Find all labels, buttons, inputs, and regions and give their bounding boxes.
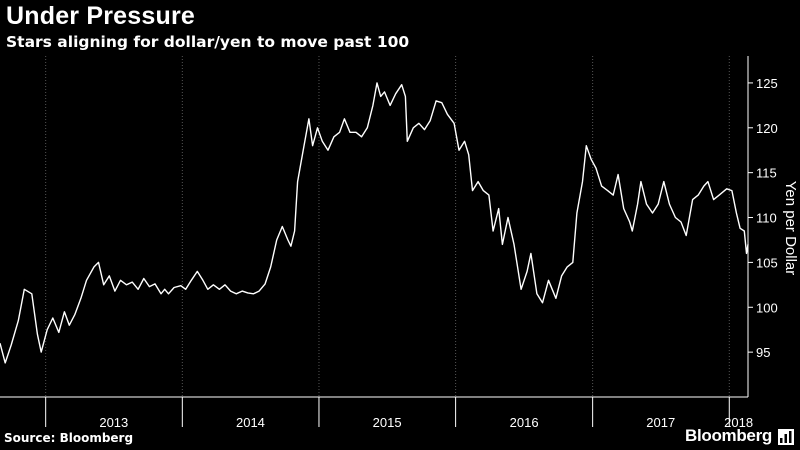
x-tick-label: 2013 (99, 415, 128, 430)
x-tick-label: 2016 (510, 415, 539, 430)
gridlines (45, 56, 730, 397)
x-tick-label: 2017 (646, 415, 675, 430)
y-tick-label: 110 (756, 211, 777, 226)
y-tick-label: 120 (756, 121, 778, 136)
y-ticks: 95 100 105 110 115 120 125 (748, 76, 778, 360)
brand-logo-text: Bloomberg (684, 426, 772, 445)
y-tick-label: 95 (756, 345, 770, 360)
source-note: Source: Bloomberg (4, 431, 134, 445)
chart-subtitle: Stars aligning for dollar/yen to move pa… (6, 33, 410, 51)
y-tick-label: 125 (756, 76, 778, 91)
y-tick-label: 105 (756, 255, 778, 270)
plot-frame (0, 56, 749, 398)
chart-title: Under Pressure (6, 2, 195, 30)
x-tick-label: 2018 (724, 415, 753, 430)
series-layer (0, 82, 749, 364)
series-line (0, 82, 749, 364)
x-tick-label: 2015 (373, 415, 402, 430)
x-tick-label: 2014 (236, 415, 265, 430)
bloomberg-mark-icon (778, 429, 794, 445)
x-ticks: 2013 2014 2015 2016 2017 2018 (45, 397, 753, 430)
y-tick-label: 115 (756, 166, 777, 181)
y-axis-title: Yen per Dollar (782, 181, 799, 276)
y-tick-label: 100 (756, 300, 778, 315)
